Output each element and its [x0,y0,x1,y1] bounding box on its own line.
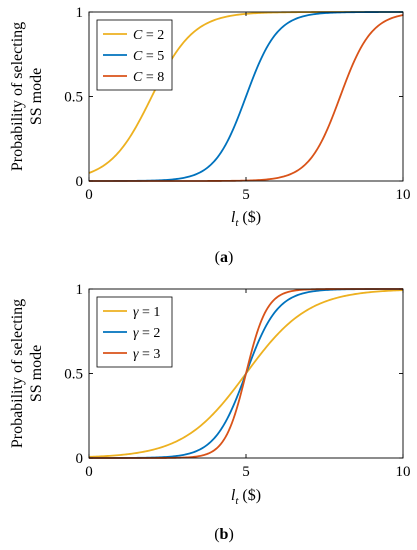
y-tick-label: 0 [76,174,84,190]
panel-caption: (b) [214,526,234,543]
y-tick-label: 1 [76,5,84,21]
legend-entry-1: γ = 1 [133,305,160,320]
legend-entry-2: C = 5 [133,49,164,64]
y-tick-label: 0 [76,451,84,467]
panel-caption: (a) [215,249,234,266]
x-axis-label: lt ($) [231,487,261,507]
chart-panel-a: 0 5 10 0 0.5 1 lt ($) Probability of selecting S… [9,5,411,266]
legend-entry-2: γ = 2 [133,326,160,341]
x-axis-label: lt ($) [231,209,261,229]
x-tick-label: 10 [396,187,411,203]
x-tick-label: 5 [242,464,250,480]
y-tick-label: 1 [76,282,84,298]
y-tick-label: 0.5 [64,367,83,383]
y-axis-label: Probability of selecting SS mode [9,299,45,448]
legend-entry-1: C = 2 [133,28,164,43]
x-tick-label: 0 [85,464,93,480]
x-tick-label: 5 [242,187,250,203]
chart-panel-b: 0 5 10 0 0.5 1 lt ($) Probability of selecting S… [9,282,411,543]
legend-entry-3: γ = 3 [133,347,160,362]
x-tick-label: 10 [396,464,411,480]
y-axis-label: Probability of selecting SS mode [9,22,45,171]
legend-entry-3: C = 8 [133,70,164,85]
x-tick-label: 0 [85,187,93,203]
y-tick-label: 0.5 [64,90,83,106]
